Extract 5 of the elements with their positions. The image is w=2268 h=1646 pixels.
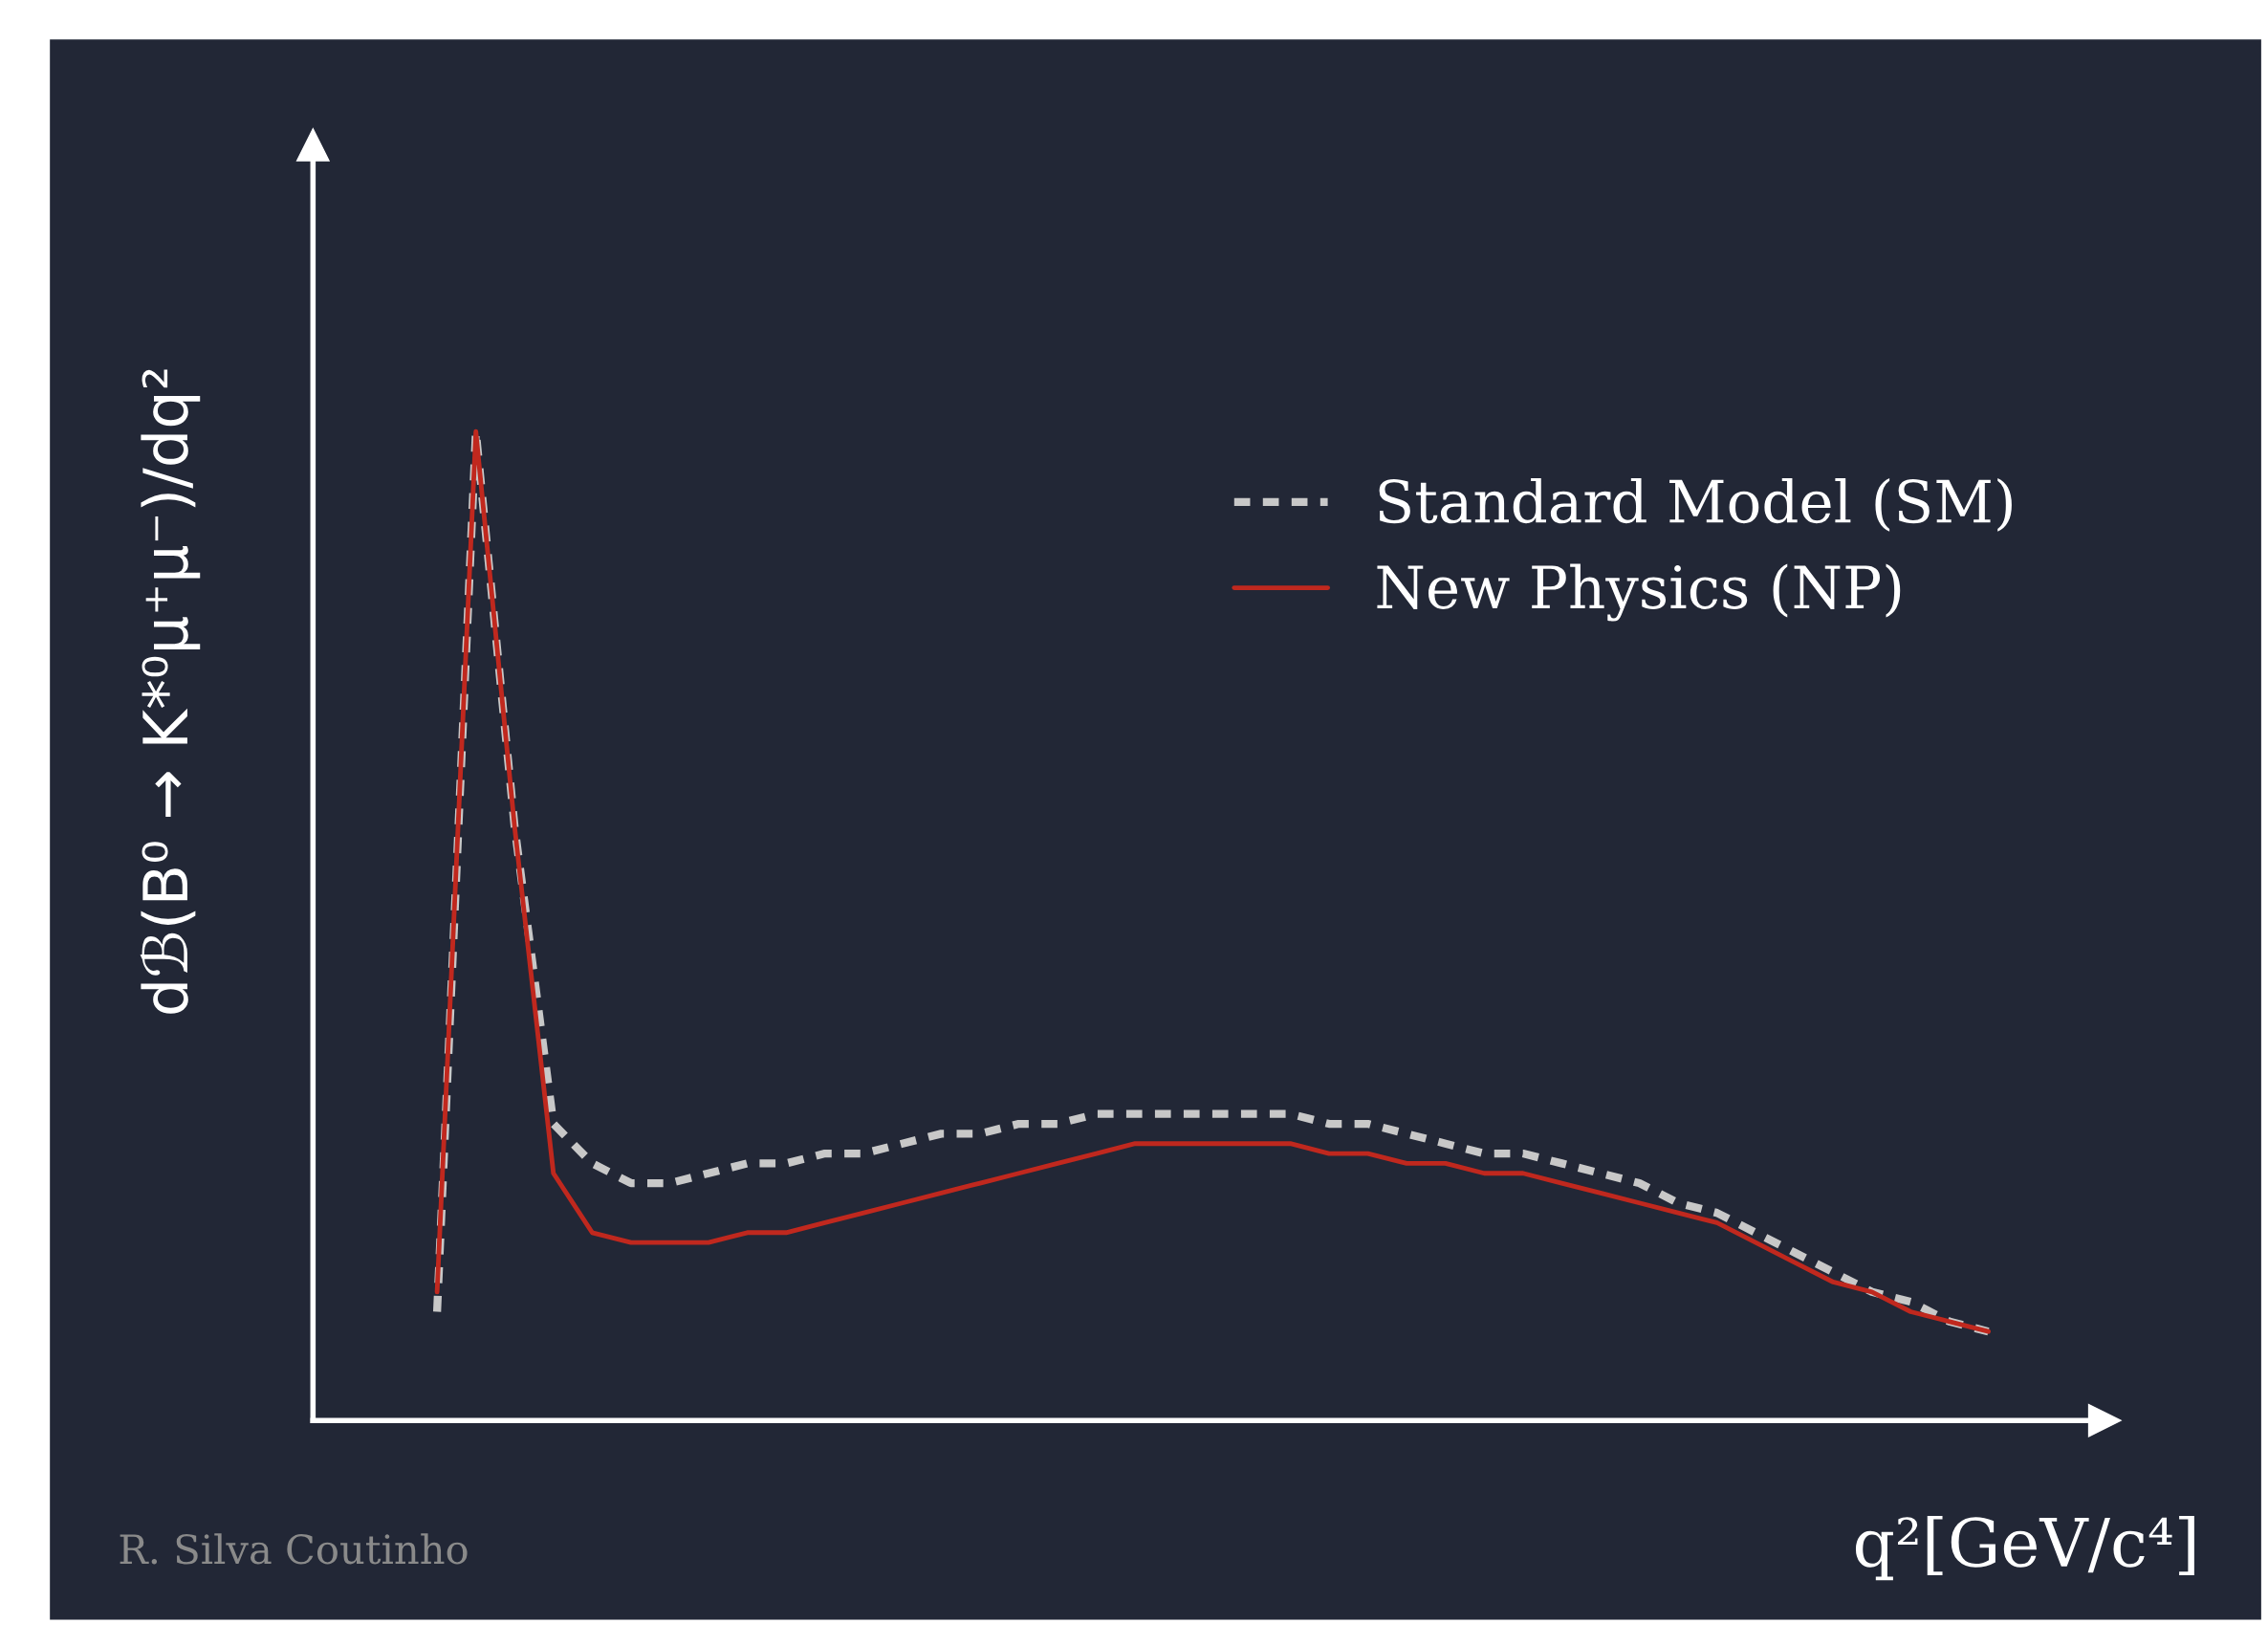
- legend-label: New Physics (NP): [1377, 563, 1901, 622]
- y-axis-title: dℬ(B⁰ → K*⁰μ⁺μ⁻)/dq²: [140, 369, 201, 1014]
- legend-label: Standard Model (SM): [1379, 477, 2012, 532]
- text: R. Silva Coutinho: [120, 1533, 468, 1565]
- x-axis-title: q²[GeV/c⁴]: [1855, 1515, 2194, 1581]
